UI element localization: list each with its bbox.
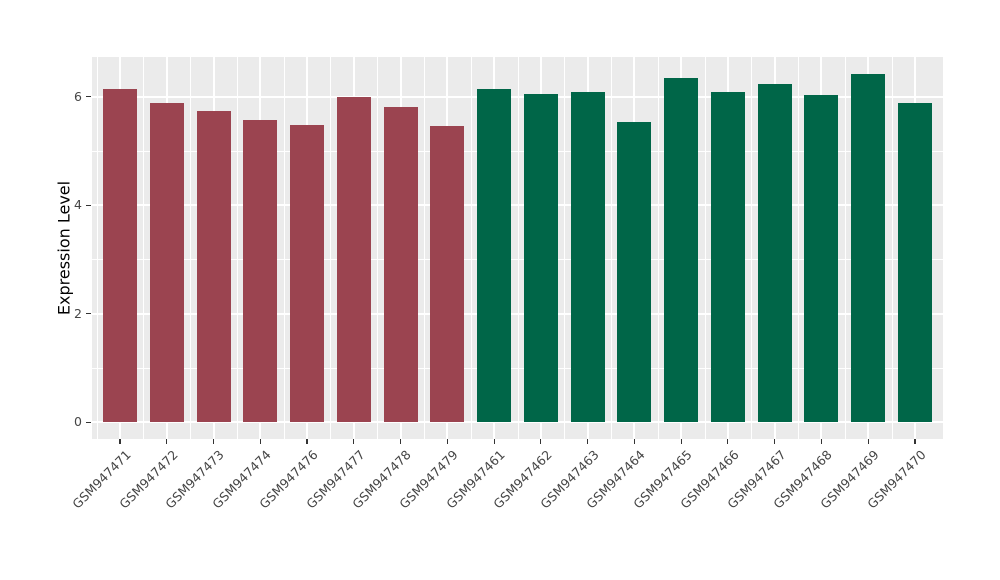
bar-GSM947464 bbox=[617, 122, 652, 422]
minor-gridline-x-boundary bbox=[611, 57, 613, 439]
bar-GSM947470 bbox=[897, 103, 932, 422]
minor-gridline-x-boundary bbox=[423, 57, 425, 439]
x-tick-mark-GSM947477 bbox=[353, 439, 355, 444]
y-tick-label-4: 4 bbox=[74, 197, 82, 213]
y-tick-mark-4 bbox=[86, 204, 91, 206]
y-tick-mark-0 bbox=[86, 421, 91, 423]
x-tick-mark-GSM947478 bbox=[400, 439, 402, 444]
bar-GSM947477 bbox=[336, 97, 371, 422]
bar-GSM947474 bbox=[243, 119, 278, 422]
x-tick-mark-GSM947468 bbox=[820, 439, 823, 444]
x-tick-mark-GSM947462 bbox=[540, 439, 542, 444]
x-tick-mark-GSM947466 bbox=[727, 439, 729, 444]
x-tick-mark-GSM947467 bbox=[774, 439, 776, 444]
x-tick-mark-GSM947461 bbox=[493, 439, 495, 444]
bar-GSM947471 bbox=[103, 89, 138, 422]
minor-gridline-x-boundary bbox=[704, 57, 706, 439]
bar-GSM947462 bbox=[523, 93, 558, 422]
minor-gridline-x-boundary bbox=[377, 57, 379, 439]
minor-gridline-x-boundary bbox=[564, 57, 566, 439]
minor-gridline-x-boundary bbox=[891, 57, 893, 439]
minor-gridline-x-boundary bbox=[798, 57, 800, 439]
plot-panel bbox=[92, 57, 943, 439]
x-tick-mark-GSM947472 bbox=[166, 439, 168, 444]
minor-gridline-x-boundary bbox=[517, 57, 519, 439]
minor-gridline-x-boundary bbox=[657, 57, 659, 439]
major-gridline-y-0 bbox=[92, 421, 943, 423]
minor-gridline-x-boundary bbox=[844, 57, 846, 439]
x-tick-mark-GSM947479 bbox=[446, 439, 448, 444]
x-tick-mark-GSM947464 bbox=[633, 439, 635, 444]
bar-GSM947467 bbox=[757, 84, 792, 422]
major-gridline-y-4 bbox=[92, 204, 943, 207]
minor-gridline-x-boundary bbox=[236, 57, 238, 439]
minor-gridline-x-boundary bbox=[283, 57, 285, 439]
minor-gridline-x-boundary bbox=[751, 57, 753, 439]
bar-GSM947461 bbox=[477, 88, 512, 422]
x-tick-mark-GSM947471 bbox=[119, 439, 121, 444]
bar-GSM947463 bbox=[570, 92, 605, 422]
x-tick-mark-GSM947469 bbox=[867, 439, 869, 444]
bar-GSM947465 bbox=[664, 77, 699, 422]
y-tick-label-6: 6 bbox=[74, 88, 82, 104]
bar-GSM947479 bbox=[430, 126, 465, 422]
x-tick-mark-GSM947465 bbox=[680, 439, 682, 444]
x-tick-mark-GSM947463 bbox=[587, 439, 589, 444]
y-tick-mark-6 bbox=[86, 96, 91, 98]
minor-gridline-x-boundary bbox=[96, 57, 98, 439]
bar-GSM947468 bbox=[804, 95, 839, 422]
y-tick-label-0: 0 bbox=[74, 413, 82, 429]
major-gridline-y-2 bbox=[92, 312, 943, 315]
minor-gridline-x-boundary bbox=[143, 57, 145, 439]
bar-GSM947473 bbox=[196, 110, 231, 422]
bar-GSM947478 bbox=[383, 107, 418, 422]
x-tick-mark-GSM947474 bbox=[259, 439, 261, 444]
minor-gridline-x-boundary bbox=[330, 57, 332, 439]
x-tick-mark-GSM947470 bbox=[914, 439, 916, 444]
minor-gridline-x-boundary bbox=[470, 57, 472, 439]
bar-GSM947476 bbox=[290, 124, 325, 422]
y-tick-label-2: 2 bbox=[74, 305, 82, 321]
minor-gridline-x-boundary bbox=[190, 57, 192, 439]
bar-GSM947472 bbox=[149, 103, 184, 422]
bar-GSM947466 bbox=[710, 91, 745, 422]
y-tick-mark-2 bbox=[86, 313, 91, 315]
x-tick-mark-GSM947473 bbox=[212, 439, 215, 444]
bar-GSM947469 bbox=[851, 74, 886, 422]
major-gridline-y-6 bbox=[92, 95, 943, 98]
x-tick-mark-GSM947476 bbox=[306, 439, 308, 444]
